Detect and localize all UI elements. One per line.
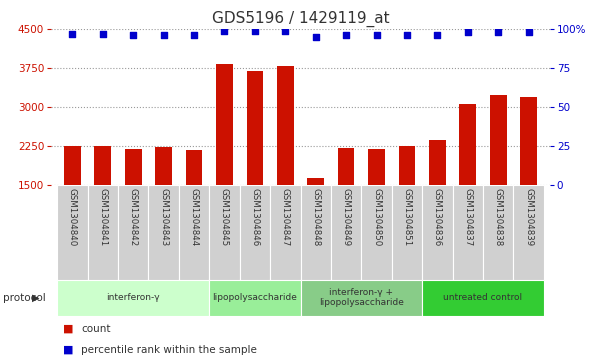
Bar xyxy=(246,71,263,263)
Text: untreated control: untreated control xyxy=(444,293,522,302)
Text: percentile rank within the sample: percentile rank within the sample xyxy=(81,345,257,355)
Text: count: count xyxy=(81,324,111,334)
Text: GSM1304847: GSM1304847 xyxy=(281,188,290,246)
Point xyxy=(250,28,260,33)
Point xyxy=(463,29,472,35)
Text: GSM1304838: GSM1304838 xyxy=(493,188,502,246)
Bar xyxy=(179,185,209,280)
Text: lipopolysaccharide: lipopolysaccharide xyxy=(212,293,297,302)
Text: GDS5196 / 1429119_at: GDS5196 / 1429119_at xyxy=(212,11,389,27)
Point xyxy=(281,28,290,33)
Text: GSM1304851: GSM1304851 xyxy=(403,188,412,246)
Text: interferon-γ +
lipopolysaccharide: interferon-γ + lipopolysaccharide xyxy=(319,288,404,307)
Point xyxy=(433,32,442,38)
Text: GSM1304843: GSM1304843 xyxy=(159,188,168,246)
Point xyxy=(129,32,138,38)
Bar xyxy=(240,185,270,280)
Bar xyxy=(186,150,203,263)
Text: GSM1304837: GSM1304837 xyxy=(463,188,472,246)
Bar xyxy=(57,185,88,280)
Bar xyxy=(338,148,355,263)
Bar xyxy=(398,146,415,263)
Text: GSM1304844: GSM1304844 xyxy=(189,188,198,246)
Text: GSM1304848: GSM1304848 xyxy=(311,188,320,246)
Bar xyxy=(277,66,294,263)
Point xyxy=(219,28,229,33)
Point xyxy=(493,29,503,35)
Text: ■: ■ xyxy=(63,345,73,355)
Bar xyxy=(368,149,385,263)
Text: GSM1304836: GSM1304836 xyxy=(433,188,442,246)
Point xyxy=(189,32,199,38)
Bar xyxy=(307,178,324,263)
Text: GSM1304842: GSM1304842 xyxy=(129,188,138,246)
Bar xyxy=(453,185,483,280)
Bar xyxy=(483,185,513,280)
Bar xyxy=(94,146,111,263)
Bar xyxy=(118,185,148,280)
Bar xyxy=(300,280,422,316)
Bar xyxy=(216,64,233,263)
Text: GSM1304850: GSM1304850 xyxy=(372,188,381,246)
Bar xyxy=(490,95,507,263)
Bar xyxy=(429,140,446,263)
Point xyxy=(372,32,382,38)
Point xyxy=(341,32,351,38)
Bar xyxy=(513,185,544,280)
Bar xyxy=(361,185,392,280)
Point xyxy=(67,31,77,37)
Bar xyxy=(270,185,300,280)
Bar xyxy=(64,146,81,263)
Text: protocol: protocol xyxy=(3,293,46,303)
Bar xyxy=(300,185,331,280)
Bar xyxy=(155,147,172,263)
Point xyxy=(98,31,108,37)
Text: GSM1304839: GSM1304839 xyxy=(524,188,533,246)
Bar xyxy=(422,185,453,280)
Point xyxy=(524,29,534,35)
Bar xyxy=(459,104,476,263)
Bar xyxy=(88,185,118,280)
Text: ▶: ▶ xyxy=(32,293,39,303)
Bar xyxy=(520,97,537,263)
Text: GSM1304840: GSM1304840 xyxy=(68,188,77,246)
Text: GSM1304841: GSM1304841 xyxy=(99,188,108,246)
Text: ■: ■ xyxy=(63,324,73,334)
Bar xyxy=(331,185,361,280)
Bar xyxy=(57,280,209,316)
Bar xyxy=(209,280,300,316)
Text: GSM1304846: GSM1304846 xyxy=(251,188,260,246)
Bar xyxy=(125,150,142,263)
Bar xyxy=(148,185,179,280)
Bar xyxy=(422,280,544,316)
Point xyxy=(402,32,412,38)
Bar xyxy=(209,185,240,280)
Text: GSM1304849: GSM1304849 xyxy=(341,188,350,246)
Bar xyxy=(392,185,422,280)
Point xyxy=(159,32,168,38)
Point xyxy=(311,34,320,40)
Text: GSM1304845: GSM1304845 xyxy=(220,188,229,246)
Text: interferon-γ: interferon-γ xyxy=(106,293,160,302)
